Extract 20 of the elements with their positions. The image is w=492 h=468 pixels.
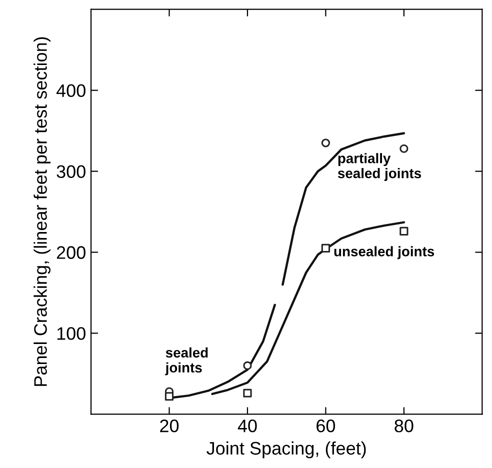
x-tick-label: 60 [316, 420, 336, 432]
annotation: sealed joints [165, 347, 208, 376]
point [321, 244, 330, 253]
point [400, 226, 408, 236]
point [321, 138, 330, 148]
x-tick-label: 40 [238, 420, 257, 432]
y-tick-label: 200 [56, 246, 86, 259]
annotation: unsealed joints [334, 246, 434, 260]
annotation: partially sealed joints [338, 153, 421, 181]
y-tick-label: 100 [57, 327, 86, 340]
x-axis-title: Joint Spacing, (feet) [206, 441, 366, 458]
point [243, 361, 252, 370]
point [164, 392, 174, 401]
y-tick-label: 400 [56, 84, 86, 98]
x-tick-label: 20 [160, 420, 179, 432]
point [400, 144, 408, 153]
y-axis-title: Panel Cracking, (linear feet per test section) [34, 37, 50, 386]
y-tick-label: 300 [56, 165, 86, 178]
point [243, 388, 252, 398]
x-tick-label: 80 [394, 420, 414, 432]
